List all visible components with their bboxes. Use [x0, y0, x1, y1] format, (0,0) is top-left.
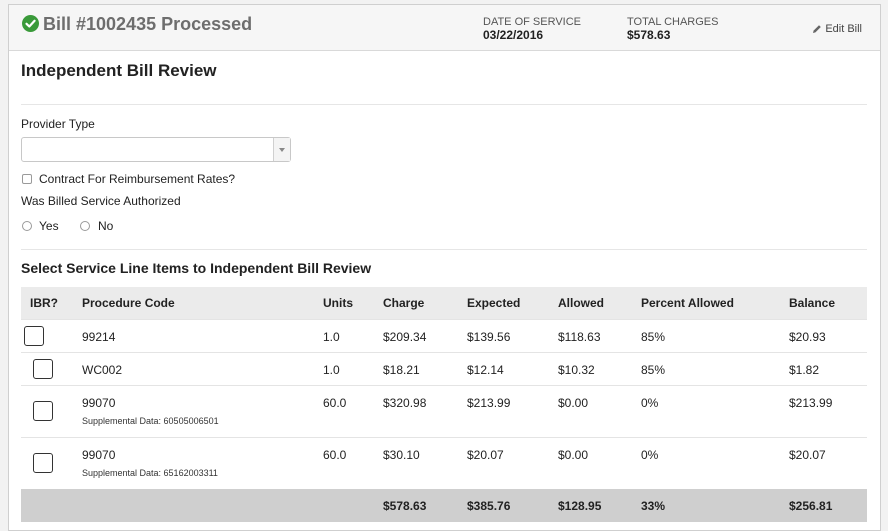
- total-expected: $385.76: [467, 489, 558, 522]
- total-charge: $578.63: [383, 489, 467, 522]
- ibr-checkbox[interactable]: [24, 325, 44, 346]
- authorized-label: Was Billed Service Authorized: [21, 194, 181, 208]
- total-balance: $256.81: [789, 489, 867, 522]
- table-row: WC002 1.0 $18.21 $12.14 $10.32 85% $1.82: [21, 351, 867, 385]
- ibr-checkbox[interactable]: [33, 400, 53, 421]
- ibr-checkbox[interactable]: [33, 358, 53, 379]
- column-header-charge: Charge: [383, 287, 467, 319]
- charge: $18.21: [383, 362, 420, 377]
- section-divider: [21, 249, 867, 250]
- supplemental-data: Supplemental Data: 60505006501: [82, 415, 219, 426]
- select-arrow-box: [273, 138, 290, 161]
- charge: $30.10: [383, 447, 420, 462]
- column-header-percent-allowed: Percent Allowed: [641, 287, 789, 319]
- percent-allowed: 85%: [641, 329, 666, 344]
- date-of-service-label: DATE OF SERVICE: [483, 16, 582, 28]
- percent-allowed: 85%: [641, 362, 666, 377]
- pencil-icon: [813, 25, 822, 33]
- table-header-row: IBR? Procedure Code Units Charge Expecte…: [21, 287, 867, 319]
- table-row: 99070 Supplemental Data: 60505006501 60.…: [21, 384, 867, 437]
- percent-allowed: 0%: [641, 447, 659, 462]
- expected: $12.14: [467, 362, 504, 377]
- provider-type-label: Provider Type: [21, 117, 95, 131]
- charge: $209.34: [383, 329, 427, 344]
- provider-type-select[interactable]: [21, 137, 291, 162]
- total-allowed: $128.95: [558, 489, 641, 522]
- section-divider: [21, 104, 867, 105]
- contract-checkbox[interactable]: [22, 174, 32, 184]
- line-items-title: Select Service Line Items to Independent…: [21, 260, 372, 276]
- allowed: $0.00: [558, 447, 589, 462]
- units: 60.0: [323, 447, 347, 462]
- column-header-expected: Expected: [467, 287, 558, 319]
- bill-header: Bill #1002435 Processed DATE OF SERVICE …: [9, 5, 880, 51]
- review-title: Independent Bill Review: [21, 61, 217, 80]
- chevron-down-icon: [279, 148, 285, 152]
- bill-panel: Bill #1002435 Processed DATE OF SERVICE …: [8, 4, 881, 531]
- date-of-service: DATE OF SERVICE 03/22/2016: [483, 16, 582, 42]
- no-radio[interactable]: [80, 221, 90, 231]
- balance: $1.82: [789, 362, 820, 377]
- expected: $139.56: [467, 329, 511, 344]
- supplemental-data: Supplemental Data: 65162003311: [82, 467, 218, 478]
- table-row: 99214 1.0 $209.34 $139.56 $118.63 85% $2…: [21, 318, 867, 352]
- total-charges-value: $578.63: [627, 28, 671, 42]
- ibr-checkbox[interactable]: [33, 452, 53, 473]
- balance: $20.93: [789, 329, 826, 344]
- bill-title: Bill #1002435 Processed: [43, 14, 253, 34]
- line-items-table: IBR? Procedure Code Units Charge Expecte…: [21, 287, 867, 522]
- charge: $320.98: [383, 395, 427, 410]
- edit-bill-label: Edit Bill: [825, 23, 862, 35]
- no-label: No: [98, 219, 114, 233]
- units: 60.0: [323, 395, 347, 410]
- yes-label: Yes: [39, 219, 59, 233]
- table-row: 99070 Supplemental Data: 65162003311 60.…: [21, 436, 867, 489]
- procedure-code: 99214: [82, 329, 116, 344]
- total-charges: TOTAL CHARGES $578.63: [627, 16, 719, 42]
- procedure-code: 99070: [82, 447, 116, 462]
- edit-bill-link[interactable]: Edit Bill: [812, 23, 862, 35]
- total-charges-label: TOTAL CHARGES: [627, 16, 719, 28]
- allowed: $0.00: [558, 395, 589, 410]
- column-header-units: Units: [323, 287, 383, 319]
- allowed: $118.63: [558, 329, 601, 344]
- total-percent-allowed: 33%: [641, 489, 789, 522]
- check-circle-icon: [22, 15, 39, 32]
- column-header-balance: Balance: [789, 287, 867, 319]
- procedure-code: WC002: [82, 362, 123, 377]
- contract-label: Contract For Reimbursement Rates?: [39, 172, 236, 186]
- percent-allowed: 0%: [641, 395, 659, 410]
- expected: $20.07: [467, 447, 504, 462]
- column-header-procedure-code: Procedure Code: [82, 287, 323, 319]
- units: 1.0: [323, 329, 340, 344]
- balance: $20.07: [789, 447, 826, 462]
- totals-row: $578.63 $385.76 $128.95 33% $256.81: [21, 489, 867, 522]
- yes-radio[interactable]: [22, 221, 32, 231]
- units: 1.0: [323, 362, 340, 377]
- column-header-allowed: Allowed: [558, 287, 641, 319]
- balance: $213.99: [789, 395, 833, 410]
- column-header-ibr: IBR?: [21, 287, 82, 319]
- procedure-code: 99070: [82, 395, 116, 410]
- expected: $213.99: [467, 395, 511, 410]
- date-of-service-value: 03/22/2016: [483, 28, 544, 42]
- allowed: $10.32: [558, 362, 595, 377]
